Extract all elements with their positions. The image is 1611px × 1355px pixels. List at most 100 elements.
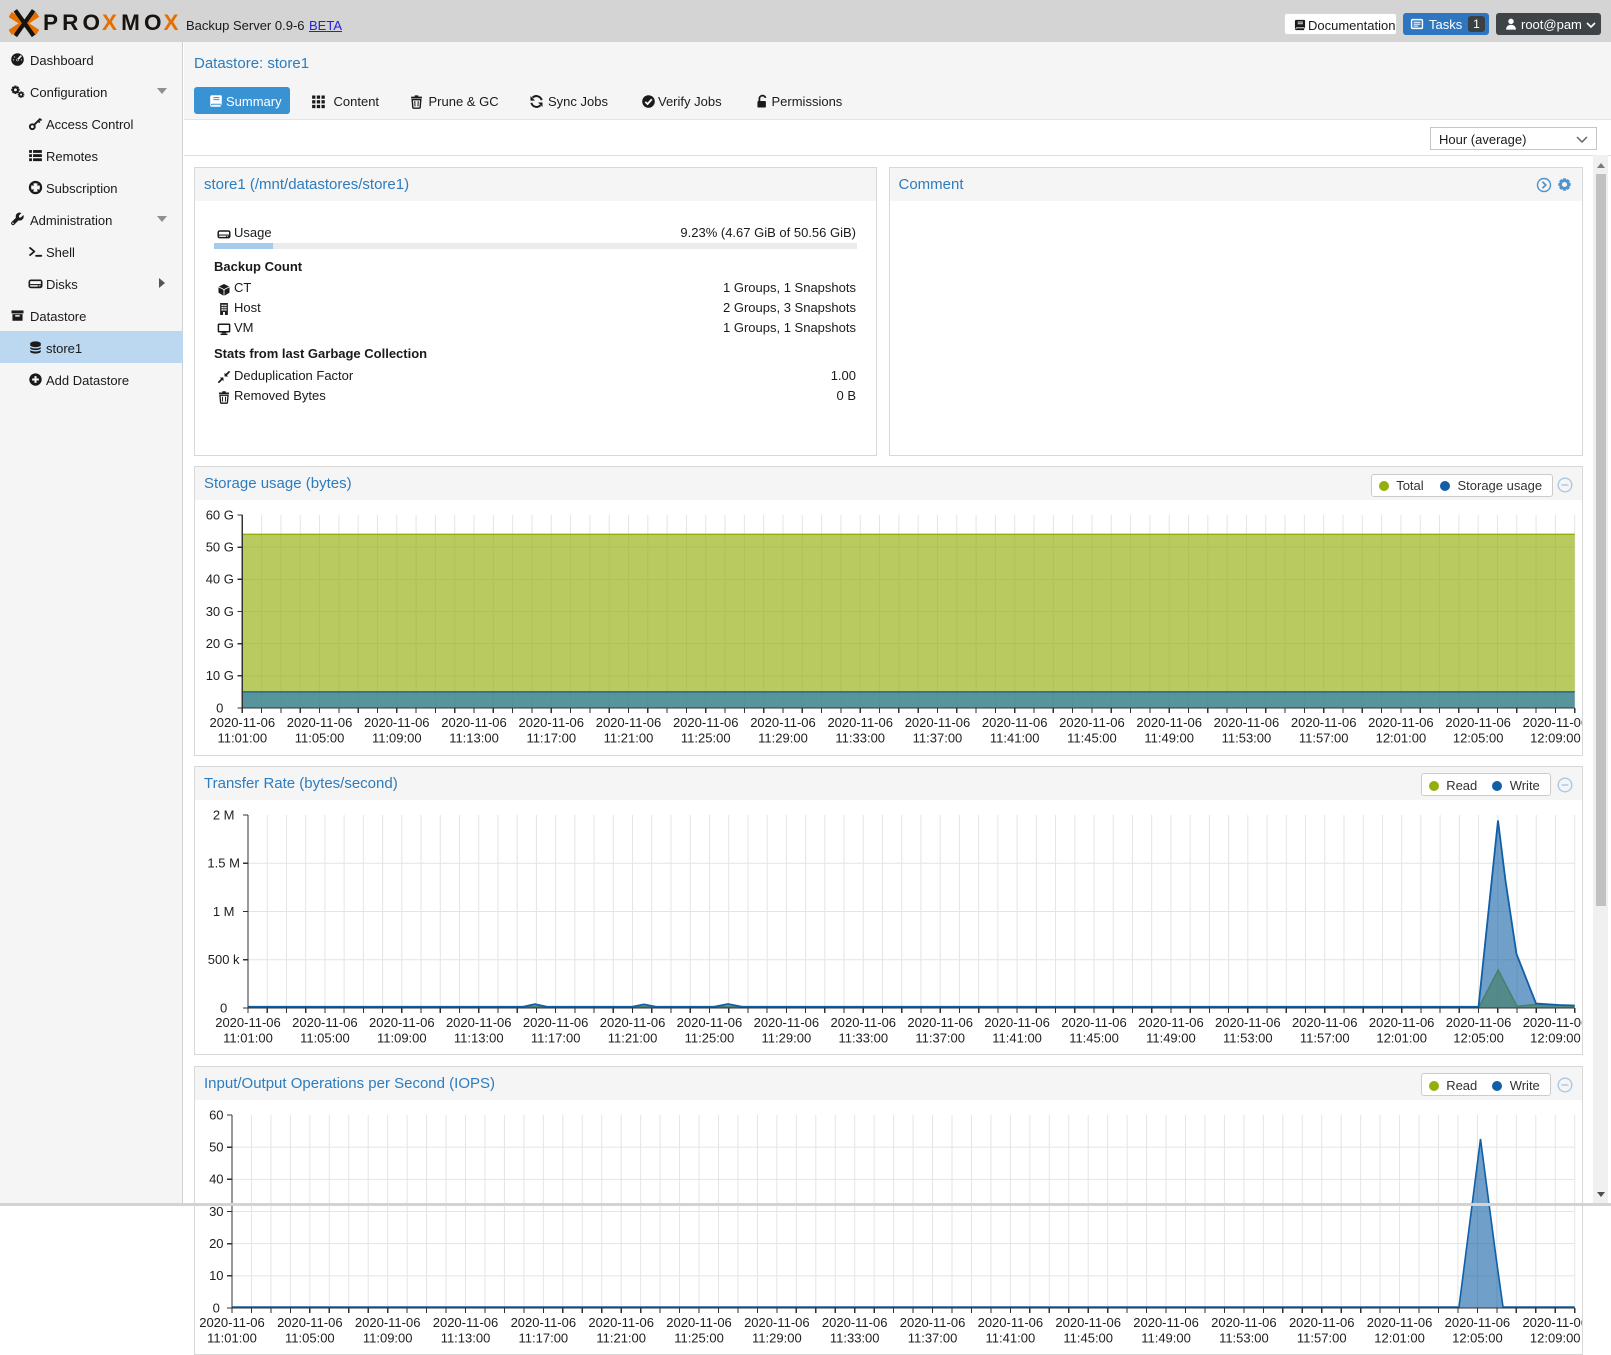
svg-text:11:13:00: 11:13:00 (454, 1030, 504, 1045)
svg-text:11:49:00: 11:49:00 (1144, 731, 1194, 746)
svg-text:11:53:00: 11:53:00 (1223, 1030, 1273, 1045)
svg-text:11:05:00: 11:05:00 (295, 731, 345, 746)
svg-text:11:45:00: 11:45:00 (1063, 1330, 1113, 1345)
svg-text:11:57:00: 11:57:00 (1299, 731, 1349, 746)
svg-text:11:33:00: 11:33:00 (835, 731, 885, 746)
svg-text:11:01:00: 11:01:00 (217, 731, 267, 746)
svg-text:2020-11-06: 2020-11-06 (588, 1315, 654, 1330)
svg-text:11:41:00: 11:41:00 (992, 1030, 1042, 1045)
svg-text:2020-11-06: 2020-11-06 (287, 715, 353, 730)
svg-text:2020-11-06: 2020-11-06 (433, 1315, 499, 1330)
svg-text:50: 50 (209, 1139, 223, 1154)
svg-text:2020-11-06: 2020-11-06 (511, 1315, 577, 1330)
svg-text:2020-11-06: 2020-11-06 (1136, 715, 1202, 730)
svg-text:2020-11-06: 2020-11-06 (1523, 715, 1583, 730)
svg-text:10 G: 10 G (206, 668, 234, 683)
svg-text:11:01:00: 11:01:00 (207, 1330, 257, 1345)
svg-text:2020-11-06: 2020-11-06 (1522, 1315, 1583, 1330)
svg-text:0: 0 (216, 700, 223, 715)
svg-text:2020-11-06: 2020-11-06 (523, 1015, 589, 1030)
svg-text:11:41:00: 11:41:00 (990, 731, 1040, 746)
svg-text:40: 40 (209, 1171, 223, 1186)
svg-text:2020-11-06: 2020-11-06 (1445, 1315, 1511, 1330)
svg-text:2020-11-06: 2020-11-06 (1133, 1315, 1199, 1330)
svg-text:11:21:00: 11:21:00 (596, 1330, 646, 1345)
svg-text:2020-11-06: 2020-11-06 (1445, 715, 1511, 730)
svg-text:2020-11-06: 2020-11-06 (744, 1315, 810, 1330)
svg-text:60: 60 (209, 1107, 223, 1122)
svg-text:2020-11-06: 2020-11-06 (596, 715, 662, 730)
svg-text:2020-11-06: 2020-11-06 (900, 1315, 966, 1330)
svg-text:11:21:00: 11:21:00 (604, 731, 654, 746)
svg-text:2020-11-06: 2020-11-06 (369, 1015, 435, 1030)
svg-text:12:09:00: 12:09:00 (1530, 1030, 1581, 1045)
svg-text:2020-11-06: 2020-11-06 (1059, 715, 1125, 730)
svg-text:2020-11-06: 2020-11-06 (822, 1315, 888, 1330)
svg-text:11:21:00: 11:21:00 (608, 1030, 658, 1045)
svg-text:2020-11-06: 2020-11-06 (355, 1315, 421, 1330)
svg-text:2020-11-06: 2020-11-06 (677, 1015, 743, 1030)
svg-text:11:33:00: 11:33:00 (838, 1030, 888, 1045)
svg-text:2020-11-06: 2020-11-06 (978, 1315, 1044, 1330)
svg-text:2020-11-06: 2020-11-06 (1292, 1015, 1358, 1030)
svg-text:2020-11-06: 2020-11-06 (984, 1015, 1050, 1030)
svg-text:11:01:00: 11:01:00 (223, 1030, 273, 1045)
svg-text:11:49:00: 11:49:00 (1146, 1030, 1196, 1045)
svg-text:11:05:00: 11:05:00 (300, 1030, 350, 1045)
svg-text:11:41:00: 11:41:00 (986, 1330, 1036, 1345)
svg-text:11:17:00: 11:17:00 (531, 1030, 581, 1045)
svg-text:11:25:00: 11:25:00 (674, 1330, 724, 1345)
svg-text:11:29:00: 11:29:00 (762, 1030, 812, 1045)
svg-text:11:09:00: 11:09:00 (377, 1030, 427, 1045)
svg-text:2020-11-06: 2020-11-06 (1368, 715, 1434, 730)
svg-text:2 M: 2 M (213, 807, 235, 822)
svg-text:50 G: 50 G (206, 540, 234, 555)
svg-text:11:37:00: 11:37:00 (913, 731, 963, 746)
svg-text:11:33:00: 11:33:00 (830, 1330, 880, 1345)
svg-text:20 G: 20 G (206, 636, 234, 651)
svg-text:2020-11-06: 2020-11-06 (1061, 1015, 1127, 1030)
svg-text:10: 10 (209, 1268, 223, 1283)
svg-text:2020-11-06: 2020-11-06 (518, 715, 584, 730)
svg-text:12:01:00: 12:01:00 (1376, 1030, 1427, 1045)
svg-text:12:05:00: 12:05:00 (1453, 731, 1504, 746)
svg-text:40 G: 40 G (206, 572, 234, 587)
svg-text:2020-11-06: 2020-11-06 (1523, 1015, 1583, 1030)
svg-text:11:37:00: 11:37:00 (908, 1330, 958, 1345)
svg-text:11:17:00: 11:17:00 (519, 1330, 569, 1345)
svg-text:11:25:00: 11:25:00 (681, 731, 731, 746)
svg-text:11:57:00: 11:57:00 (1300, 1030, 1350, 1045)
svg-text:11:53:00: 11:53:00 (1219, 1330, 1269, 1345)
svg-text:2020-11-06: 2020-11-06 (907, 1015, 973, 1030)
svg-text:30 G: 30 G (206, 604, 234, 619)
svg-text:2020-11-06: 2020-11-06 (441, 715, 507, 730)
svg-text:11:25:00: 11:25:00 (685, 1030, 735, 1045)
svg-text:12:05:00: 12:05:00 (1453, 1030, 1504, 1045)
svg-text:11:49:00: 11:49:00 (1141, 1330, 1191, 1345)
svg-text:2020-11-06: 2020-11-06 (1367, 1315, 1433, 1330)
svg-text:11:09:00: 11:09:00 (372, 731, 422, 746)
svg-text:20: 20 (209, 1236, 223, 1251)
svg-text:2020-11-06: 2020-11-06 (905, 715, 971, 730)
svg-text:11:53:00: 11:53:00 (1222, 731, 1272, 746)
svg-text:2020-11-06: 2020-11-06 (831, 1015, 897, 1030)
svg-text:2020-11-06: 2020-11-06 (1211, 1315, 1277, 1330)
svg-text:2020-11-06: 2020-11-06 (199, 1315, 265, 1330)
svg-text:2020-11-06: 2020-11-06 (1291, 715, 1357, 730)
svg-text:11:05:00: 11:05:00 (285, 1330, 335, 1345)
svg-text:11:29:00: 11:29:00 (758, 731, 808, 746)
svg-text:2020-11-06: 2020-11-06 (277, 1315, 343, 1330)
svg-text:2020-11-06: 2020-11-06 (982, 715, 1048, 730)
svg-text:2020-11-06: 2020-11-06 (1446, 1015, 1512, 1030)
svg-text:2020-11-06: 2020-11-06 (1055, 1315, 1121, 1330)
svg-text:11:09:00: 11:09:00 (363, 1330, 413, 1345)
svg-text:11:13:00: 11:13:00 (441, 1330, 491, 1345)
svg-text:0: 0 (213, 1300, 220, 1315)
svg-text:2020-11-06: 2020-11-06 (827, 715, 893, 730)
svg-text:2020-11-06: 2020-11-06 (1369, 1015, 1435, 1030)
svg-text:60 G: 60 G (206, 507, 234, 522)
svg-text:2020-11-06: 2020-11-06 (666, 1315, 732, 1330)
svg-text:2020-11-06: 2020-11-06 (446, 1015, 512, 1030)
svg-text:500 k: 500 k (208, 952, 240, 967)
svg-text:2020-11-06: 2020-11-06 (754, 1015, 820, 1030)
